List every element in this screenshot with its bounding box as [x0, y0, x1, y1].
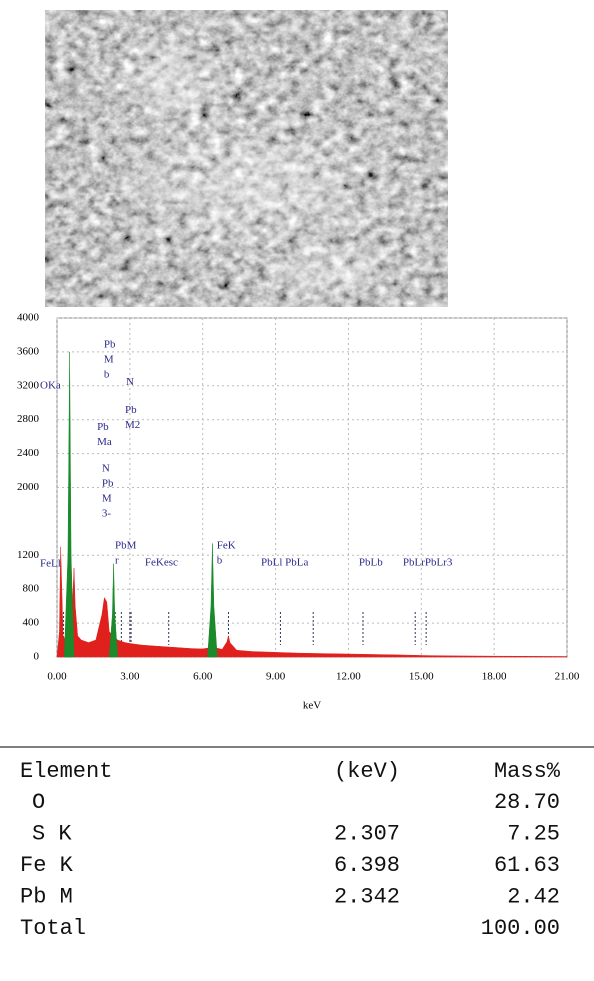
y-tick-label: 2800 — [17, 413, 40, 425]
y-tick-label: 4000 — [17, 312, 40, 324]
column-header: Element — [20, 759, 112, 784]
table-cell: O — [32, 790, 45, 815]
y-tick-label: 2000 — [17, 481, 40, 493]
spectrum-area — [56, 546, 568, 658]
x-axis-label: keV — [303, 700, 321, 712]
y-tick-label: 3600 — [17, 345, 40, 357]
x-tick-label: 0.00 — [47, 671, 67, 683]
peak-label: b — [104, 369, 110, 381]
x-tick-label: 9.00 — [266, 671, 286, 683]
table-cell: 6.398 — [334, 853, 400, 878]
table-cell: 2.42 — [507, 884, 560, 909]
table-cell: 2.342 — [334, 884, 400, 909]
y-tick-label: 1200 — [17, 549, 40, 561]
peak-label: PbLb — [359, 556, 383, 568]
peak-label: N — [102, 462, 110, 474]
peak-label: PbM — [115, 540, 137, 552]
peak-label: FeKesc — [145, 556, 178, 568]
peak-label: 3- — [102, 507, 112, 519]
peak-label: OKa — [40, 379, 61, 391]
peak-label: M2 — [125, 419, 140, 431]
x-tick-label: 6.00 — [193, 671, 213, 683]
table-cell: 61.63 — [494, 853, 560, 878]
peak-label: FeLl — [40, 557, 61, 569]
sem-image — [45, 10, 448, 307]
peak-label: r — [115, 555, 119, 567]
table-cell: Pb M — [20, 884, 73, 909]
table-cell: Fe K — [20, 853, 74, 878]
peak-label: N — [126, 376, 134, 388]
x-tick-label: 18.00 — [482, 671, 507, 683]
table-cell: 2.307 — [334, 821, 400, 846]
peak-label: FeK — [217, 540, 236, 552]
column-header: (keV) — [334, 759, 400, 784]
x-tick-label: 12.00 — [336, 671, 361, 683]
eds-spectrum: keV 0 400 800 1200 2000 2400 2800 3200 3600 4000 0… — [17, 312, 580, 712]
peak-label: M — [104, 354, 114, 366]
table-cell: Total — [20, 916, 86, 941]
spectrum-area — [64, 351, 218, 658]
table-cell: 100.00 — [481, 916, 560, 941]
x-tick-label: 15.00 — [409, 671, 434, 683]
peak-label: Pb — [97, 421, 109, 433]
table-cell: 28.70 — [494, 790, 560, 815]
x-tick-label: 21.00 — [555, 671, 580, 683]
y-tick-label: 2400 — [17, 447, 40, 459]
peak-label: M — [102, 492, 112, 504]
y-tick-label: 800 — [23, 583, 40, 595]
peak-label: Ma — [97, 436, 112, 448]
table: Element (keV) Mass% O 28.70 S K 2.307 7.25 Fe K 6… — [0, 746, 594, 941]
column-header: Mass% — [494, 759, 561, 784]
peak-label: b — [217, 555, 223, 567]
y-tick-label: 0 — [34, 651, 40, 663]
peak-label: Pb — [102, 477, 114, 489]
peak-label: PbLl PbLa — [261, 556, 308, 568]
table-cell: S K — [32, 821, 72, 846]
peak-label: PbLrPbLr3 — [403, 556, 453, 568]
y-tick-label: 3200 — [17, 379, 40, 391]
peak-label: Pb — [125, 404, 137, 416]
y-tick-label: 400 — [23, 617, 40, 629]
x-tick-label: 3.00 — [120, 671, 140, 683]
table-cell: 7.25 — [507, 821, 560, 846]
peak-label: Pb — [104, 339, 116, 351]
